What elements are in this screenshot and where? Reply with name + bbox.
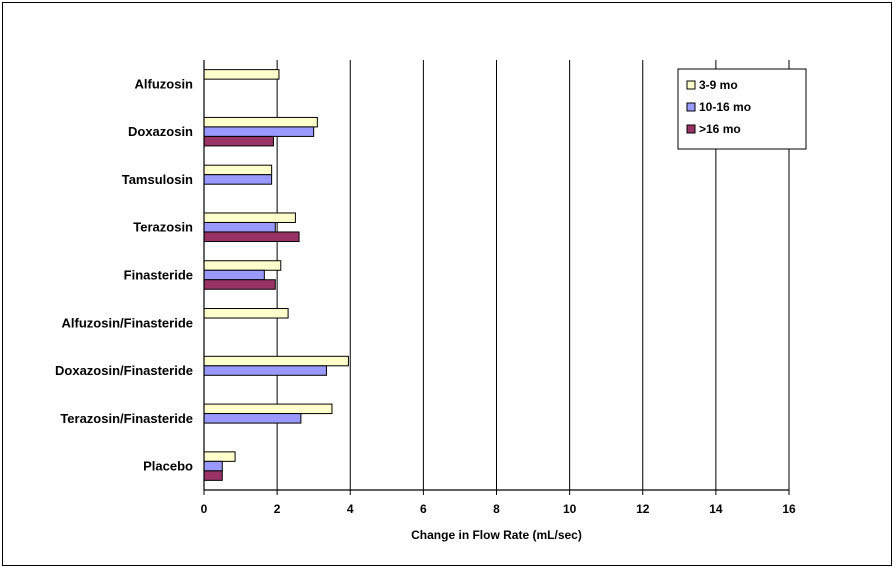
- bar-mid: [203, 413, 302, 424]
- category-label: Alfuzosin: [135, 76, 194, 91]
- legend-swatch: [686, 124, 696, 134]
- bars: [203, 69, 349, 481]
- category-label: Placebo: [143, 459, 193, 474]
- category-label: Terazosin/Finasteride: [60, 411, 193, 426]
- bar-mid: [203, 174, 273, 185]
- legend: 3-9 mo 10-16 mo >16 mo: [677, 68, 807, 150]
- legend-swatch: [686, 102, 696, 112]
- x-tick-label: 2: [274, 502, 281, 516]
- legend-swatch: [686, 80, 696, 90]
- category-label: Doxazosin/Finasteride: [55, 363, 193, 378]
- x-tick-label: 16: [782, 502, 796, 516]
- bar-late: [203, 135, 274, 147]
- bar-early: [203, 212, 296, 223]
- bar-late: [203, 279, 276, 290]
- bar-early: [203, 308, 289, 319]
- category-labels: Alfuzosin Doxazosin Tamsulosin Terazosin Fin…: [55, 76, 193, 473]
- legend-label: >16 mo: [699, 122, 741, 136]
- bar-mid: [203, 365, 327, 376]
- tick-labels: 0 2 4 6 8 10 12 14 16: [201, 502, 796, 516]
- x-tick-label: 14: [709, 502, 723, 516]
- bar-early: [203, 260, 282, 271]
- bar-mid: [203, 126, 315, 137]
- bar-mid: [203, 221, 276, 233]
- category-label: Doxazosin: [128, 124, 193, 139]
- x-tick-label: 10: [563, 502, 577, 516]
- bar-early: [203, 69, 280, 80]
- bar-early: [203, 403, 333, 415]
- category-label: Tamsulosin: [122, 172, 193, 187]
- category-label: Finasteride: [124, 268, 193, 283]
- legend-label: 3-9 mo: [699, 78, 738, 92]
- bar-late: [203, 470, 223, 481]
- bar-early: [203, 355, 349, 367]
- category-label: Terazosin: [133, 220, 193, 235]
- x-tick-label: 8: [493, 502, 500, 516]
- x-tick-label: 12: [636, 502, 650, 516]
- x-tick-label: 0: [201, 502, 208, 516]
- x-tick-label: 4: [347, 502, 354, 516]
- category-label: Alfuzosin/Finasteride: [62, 315, 193, 330]
- x-tick-label: 6: [420, 502, 427, 516]
- bar-mid: [203, 460, 223, 472]
- bar-early: [203, 164, 273, 176]
- legend-label: 10-16 mo: [699, 100, 751, 114]
- legend-box: [677, 68, 807, 150]
- bar-mid: [203, 269, 265, 281]
- axes: [203, 60, 790, 495]
- x-axis-title: Change in Flow Rate (mL/sec): [411, 528, 582, 542]
- bar-early: [203, 116, 318, 128]
- bar-early: [203, 451, 236, 462]
- bar-late: [203, 231, 300, 242]
- bar-chart: Alfuzosin Doxazosin Tamsulosin Terazosin Fin…: [55, 60, 807, 542]
